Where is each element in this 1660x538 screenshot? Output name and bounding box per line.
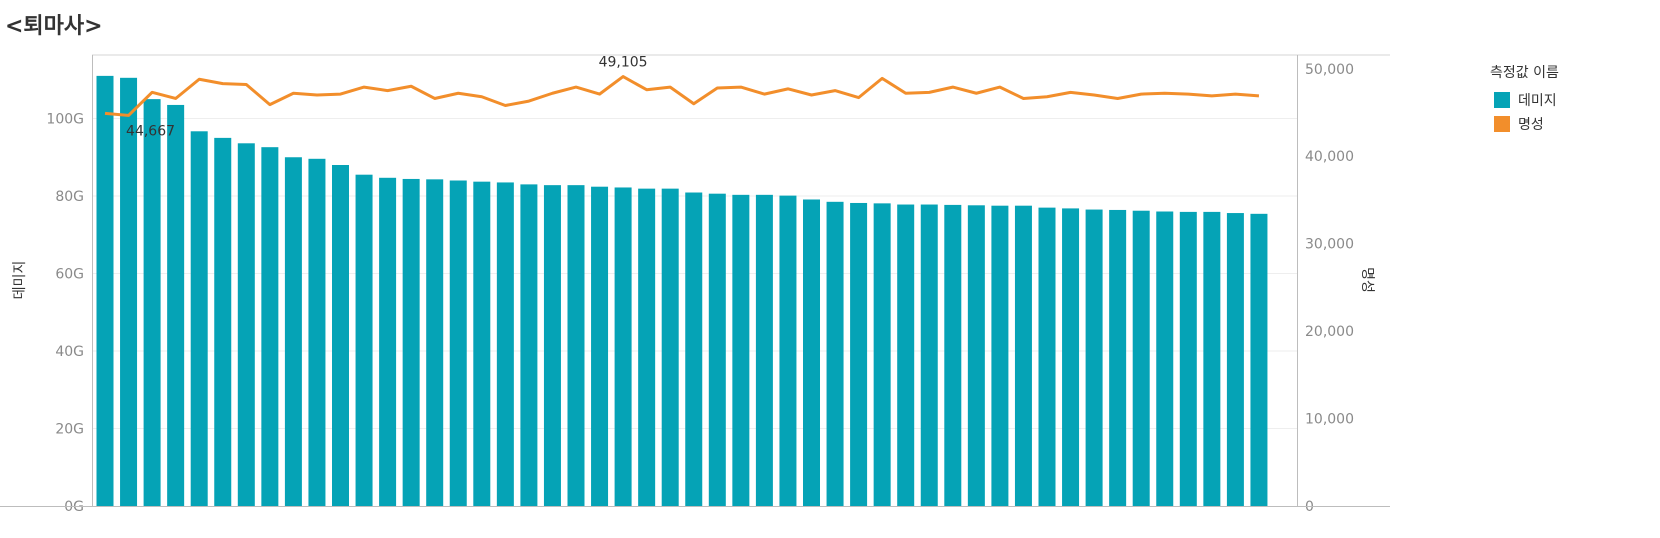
damage-bar	[1156, 211, 1174, 506]
damage-bar	[732, 194, 750, 506]
damage-bar	[1109, 209, 1127, 506]
legend: 측정값 이름 데미지 명성	[1490, 62, 1559, 136]
damage-bar	[1179, 211, 1197, 506]
damage-bar	[850, 202, 868, 506]
damage-bar	[214, 137, 232, 507]
damage-bar	[755, 194, 773, 506]
legend-swatch-fame	[1494, 116, 1510, 132]
legend-label-fame: 명성	[1518, 117, 1544, 133]
damage-bar	[379, 177, 397, 507]
damage-bar	[167, 104, 185, 506]
damage-bar	[261, 147, 279, 506]
damage-bar	[779, 195, 797, 507]
damage-bar	[591, 186, 609, 506]
damage-bar	[284, 157, 302, 506]
left-tick-label: 80G	[55, 189, 84, 205]
damage-bar	[449, 180, 467, 506]
damage-bar	[1203, 211, 1221, 506]
damage-bar	[991, 205, 1009, 506]
damage-bar	[967, 205, 985, 507]
damage-bar	[614, 187, 632, 506]
damage-bar	[1062, 208, 1080, 506]
damage-bar	[1038, 207, 1056, 507]
data-label: 44,667	[126, 123, 175, 139]
damage-bar	[1085, 209, 1103, 506]
damage-bar	[237, 143, 255, 507]
damage-bar	[355, 174, 373, 506]
right-tick-label: 10,000	[1305, 412, 1354, 428]
damage-bar	[143, 99, 161, 507]
right-tick-label: 20,000	[1305, 324, 1354, 340]
right-tick-label: 30,000	[1305, 237, 1354, 253]
fame-series-line	[104, 75, 1260, 117]
damage-bar	[708, 193, 726, 506]
annotations: 44,667 49,105	[126, 55, 648, 140]
damage-bar	[496, 182, 514, 506]
legend-item-damage[interactable]: 데미지	[1490, 88, 1559, 112]
damage-bar	[520, 184, 538, 507]
left-tick-label: 60G	[55, 267, 84, 283]
damage-bar	[661, 188, 679, 506]
legend-swatch-damage	[1494, 92, 1510, 108]
left-tick-label: 100G	[46, 112, 84, 128]
legend-item-fame[interactable]: 명성	[1490, 112, 1559, 136]
damage-bar	[567, 185, 585, 506]
damage-bar	[120, 77, 138, 506]
damage-bar	[190, 131, 208, 507]
right-tick-label: 40,000	[1305, 149, 1354, 165]
damage-bar	[308, 158, 326, 507]
damage-bar	[1250, 213, 1268, 506]
damage-bar	[638, 188, 656, 506]
left-tick-label: 40G	[55, 344, 84, 360]
damage-bar	[96, 75, 114, 507]
damage-bar	[332, 165, 349, 506]
damage-bar	[1226, 213, 1244, 507]
damage-bar	[685, 192, 703, 506]
damage-bar	[803, 199, 820, 507]
right-axis-title: 명성	[1359, 267, 1375, 293]
fame-line	[104, 75, 1260, 117]
chart-title: <퇴마사>	[5, 14, 103, 39]
right-tick-label: 50,000	[1305, 62, 1354, 78]
damage-bar	[897, 204, 915, 506]
damage-bar	[1132, 210, 1150, 506]
left-tick-label: 20G	[55, 422, 84, 438]
legend-title: 측정값 이름	[1490, 65, 1559, 81]
damage-bar	[402, 178, 420, 506]
legend-label-damage: 데미지	[1518, 93, 1557, 109]
left-axis-title: 데미지	[12, 261, 28, 300]
damage-bar	[473, 181, 491, 506]
damage-bar	[543, 185, 561, 506]
damage-bar	[826, 201, 844, 506]
damage-bar	[426, 179, 444, 506]
damage-bar	[920, 204, 938, 506]
data-label: 49,105	[599, 55, 648, 71]
damage-bar	[873, 203, 891, 507]
damage-bar	[944, 204, 962, 506]
damage-bar	[1014, 205, 1032, 506]
damage-bars	[96, 75, 1268, 507]
